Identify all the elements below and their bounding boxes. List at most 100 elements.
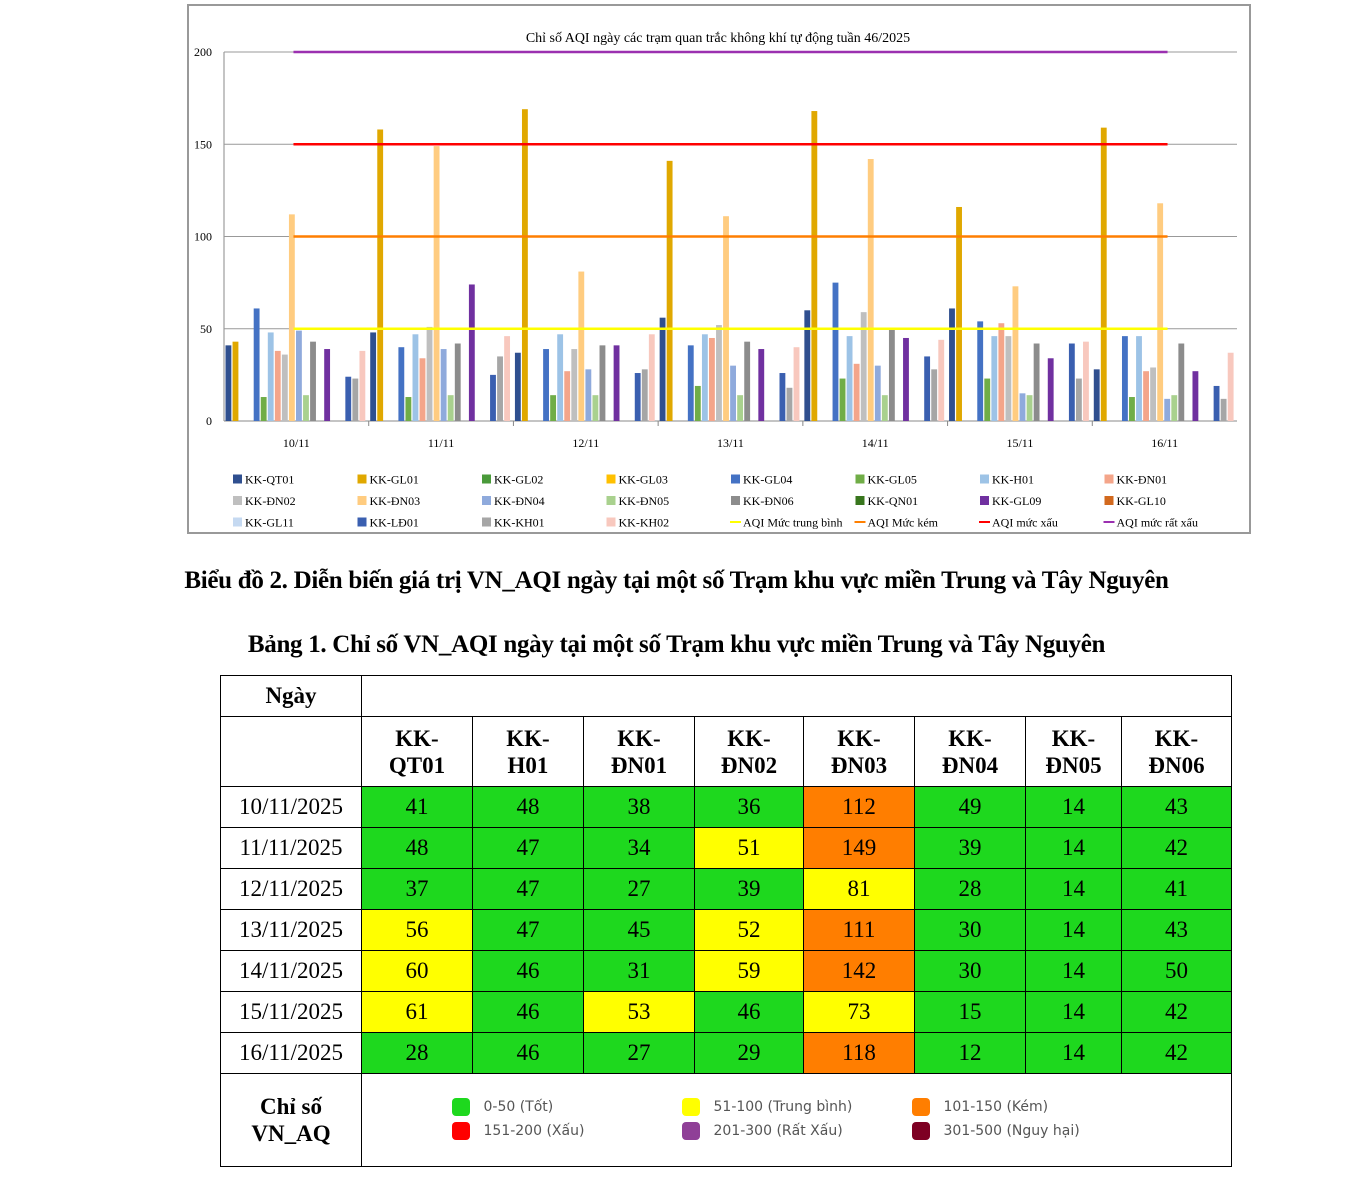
legend-item-label: 201-300 (Rất Xấu) — [713, 1123, 843, 1139]
aqi-value-cell: 14 — [1025, 786, 1122, 828]
bar-kk-qt01 — [1093, 369, 1100, 421]
aqi-value-cell: 46 — [472, 950, 584, 992]
bar-kk-gl09 — [324, 349, 331, 421]
legend-color-swatch — [681, 1122, 700, 1140]
bar-kk-h01 — [846, 336, 853, 421]
bar-kk-đn01 — [853, 363, 860, 421]
legend-label: KK-ĐN01 — [1117, 473, 1168, 487]
legend-row-label: Chỉ số VN_AQ — [220, 1073, 362, 1167]
bar-kk-đn03 — [288, 214, 295, 421]
bar-kk-qt01 — [804, 310, 811, 421]
bar-kk-kh01 — [497, 356, 503, 421]
bar-kk-kh02 — [504, 336, 511, 421]
legend-label: KK-GL10 — [1117, 494, 1166, 508]
legend-label: KK-GL11 — [245, 516, 294, 530]
legend-item: 101-150 (Kém) — [911, 1098, 1142, 1116]
bar-kk-gl09 — [903, 337, 909, 421]
bar-kk-gl01 — [956, 206, 962, 421]
bar-kk-kh01 — [786, 387, 793, 421]
bar-kk-đn01 — [419, 358, 426, 421]
aqi-value-cell: 42 — [1121, 991, 1232, 1033]
y-tick-label: 100 — [194, 230, 212, 244]
aqi-value-cell: 112 — [803, 786, 915, 828]
bar-kk-đn05 — [881, 395, 888, 421]
aqi-value-cell: 15 — [914, 991, 1026, 1033]
bar-kk-đn02 — [571, 349, 578, 421]
date-cell: 14/11/2025 — [220, 950, 362, 992]
legend-swatch — [482, 474, 491, 484]
station-header: KK- ĐN02 — [694, 716, 804, 787]
bar-kk-lđ01 — [1068, 343, 1075, 421]
legend-swatch — [357, 474, 367, 484]
legend-label: KK-ĐN06 — [743, 494, 794, 508]
legend-swatch — [855, 496, 865, 505]
legend-label: KK-GL01 — [370, 473, 419, 487]
aqi-value-cell: 56 — [361, 909, 473, 951]
bar-kk-đn06 — [888, 328, 895, 421]
bar-kk-gl04 — [977, 321, 984, 421]
legend-swatch — [606, 517, 616, 527]
date-cell: 11/11/2025 — [220, 827, 362, 869]
legend-swatch — [731, 474, 740, 484]
aqi-value-cell: 12 — [914, 1032, 1026, 1074]
bar-kk-đn02 — [426, 326, 433, 421]
bar-kk-kh02 — [1083, 341, 1089, 421]
y-tick-label: 0 — [206, 414, 212, 428]
bar-kk-qt01 — [659, 317, 666, 421]
bar-kk-gl04 — [543, 349, 549, 421]
bar-kk-gl01 — [521, 109, 528, 421]
date-cell: 13/11/2025 — [220, 909, 362, 951]
table-row: 14/11/2025 60 46 31 59 142 30 14 50 — [220, 950, 1232, 992]
aqi-value-cell: 14 — [1025, 950, 1122, 992]
legend-item-label: 0-50 (Tốt) — [483, 1099, 554, 1115]
date-header: Ngày — [220, 675, 362, 717]
legend-swatch — [233, 496, 242, 505]
y-tick-label: 150 — [194, 137, 212, 151]
bar-kk-đn06 — [599, 345, 606, 421]
bar-kk-kh02 — [938, 339, 945, 421]
legend-item: 151-200 (Xấu) — [451, 1122, 682, 1140]
aqi-value-cell: 27 — [583, 868, 695, 910]
bar-kk-đn03 — [723, 216, 729, 421]
header-row-1: Ngày — [220, 675, 1232, 717]
station-header: KK- ĐN05 — [1025, 716, 1122, 787]
bar-kk-đn04 — [296, 330, 302, 421]
legend-swatch — [731, 496, 740, 505]
station-header: KK- ĐN03 — [803, 716, 915, 787]
bar-kk-gl04 — [832, 282, 839, 421]
aqi-value-cell: 31 — [583, 950, 695, 992]
bar-kk-đn03 — [578, 271, 585, 421]
legend-swatch — [1104, 474, 1114, 484]
bar-kk-đn03 — [433, 146, 440, 421]
legend-item: 301-500 (Nguy hại) — [911, 1122, 1142, 1140]
legend-swatch — [606, 496, 616, 505]
aqi-value-cell: 29 — [694, 1032, 804, 1074]
bar-kk-gl05 — [839, 378, 846, 421]
bar-kk-đn04 — [730, 365, 736, 421]
aqi-value-cell: 149 — [803, 827, 915, 869]
header-row-2: KK- QT01 KK- H01 KK- ĐN01 KK- ĐN02 KK- ĐN03 K… — [220, 716, 1232, 787]
legend-item: 0-50 (Tốt) — [451, 1098, 682, 1116]
aqi-value-cell: 111 — [803, 909, 915, 951]
bar-kk-gl05 — [1129, 397, 1135, 421]
x-tick-label: 11/11 — [428, 436, 454, 450]
legend-label: KK-GL05 — [868, 473, 917, 487]
bar-kk-kh01 — [352, 378, 359, 421]
station-header: KK- ĐN01 — [583, 716, 695, 787]
bar-kk-lđ01 — [779, 373, 786, 421]
bar-kk-gl04 — [398, 347, 405, 421]
aqi-value-cell: 41 — [361, 786, 473, 828]
bar-kk-đn04 — [874, 365, 881, 421]
legend-label: KK-GL03 — [619, 473, 668, 487]
bar-kk-đn04 — [1019, 393, 1026, 421]
date-cell: 15/11/2025 — [220, 991, 362, 1033]
bar-kk-kh01 — [641, 369, 648, 421]
legend-swatch — [606, 474, 616, 484]
date-cell: 12/11/2025 — [220, 868, 362, 910]
legend-swatch — [855, 474, 865, 484]
aqi-value-cell: 50 — [1121, 950, 1232, 992]
bar-kk-kh02 — [648, 334, 655, 421]
bar-kk-đn06 — [744, 341, 751, 421]
bar-kk-gl09 — [1047, 358, 1054, 421]
aqi-value-cell: 46 — [694, 991, 804, 1033]
